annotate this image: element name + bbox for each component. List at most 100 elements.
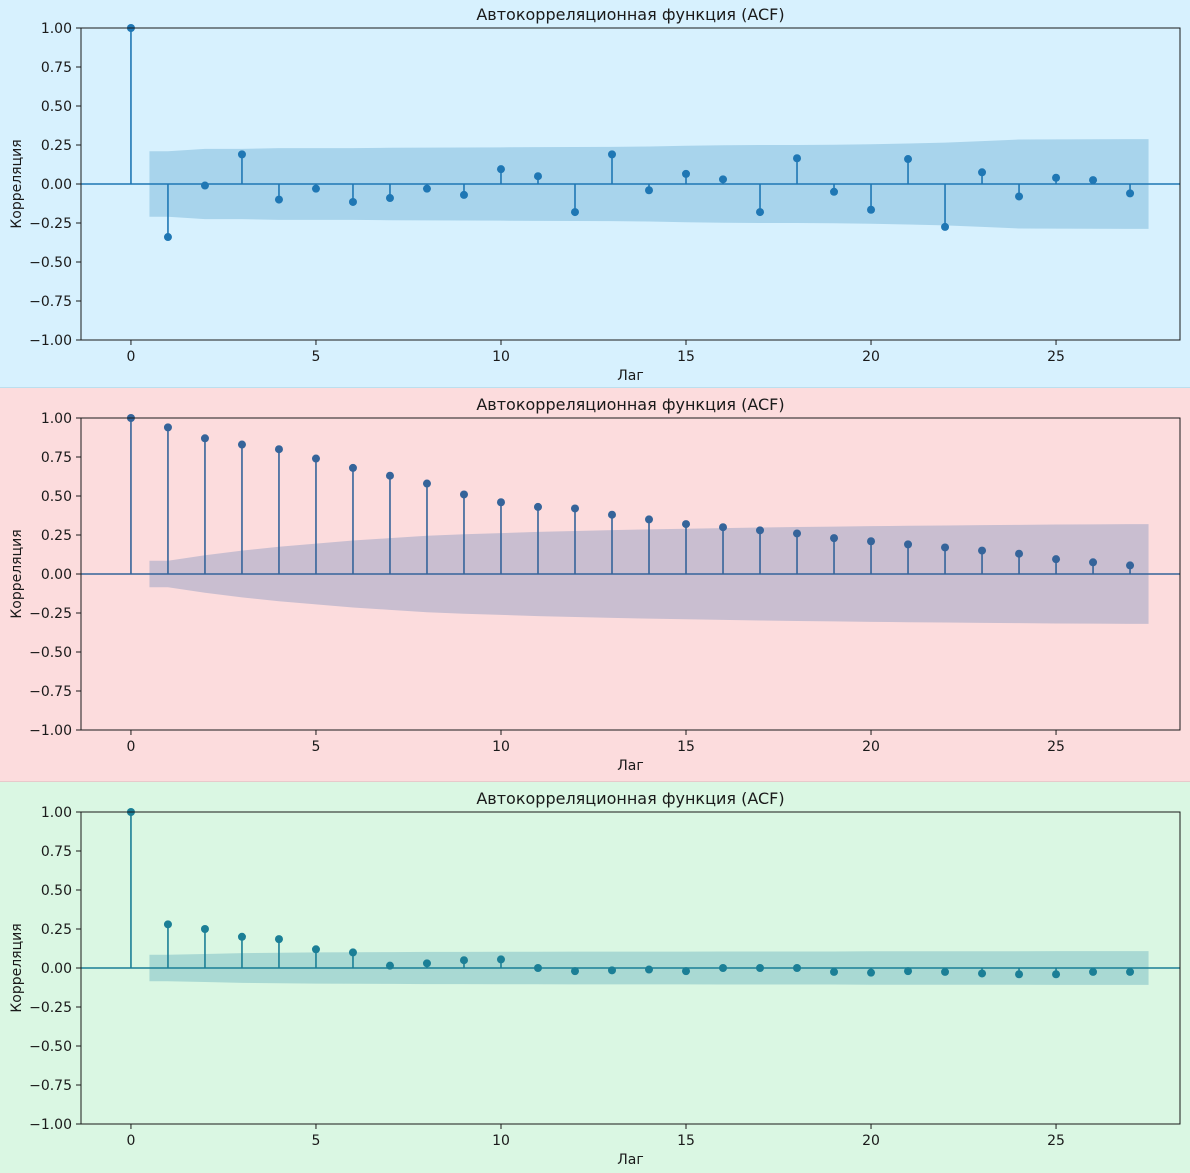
acf-marker (1126, 967, 1135, 976)
y-tick-label: 0.75 (41, 844, 72, 860)
acf-marker (311, 184, 320, 193)
x-tick-label: 20 (862, 739, 880, 755)
x-axis-label: Лаг (617, 1152, 643, 1168)
acf-marker (978, 969, 987, 978)
acf-marker (904, 967, 913, 976)
acf-marker (830, 534, 839, 543)
acf-marker (385, 194, 394, 203)
acf-marker (163, 233, 172, 242)
acf-marker (867, 968, 876, 977)
x-tick-label: 15 (677, 1133, 695, 1149)
acf-marker (645, 186, 654, 195)
acf-marker (422, 479, 431, 488)
acf-marker (200, 434, 209, 443)
y-tick-label: 0.25 (41, 922, 72, 938)
acf-marker (274, 935, 283, 944)
acf-marker (904, 540, 913, 549)
acf-marker (533, 172, 542, 181)
y-tick-label: −0.50 (29, 645, 72, 661)
acf-marker (830, 187, 839, 196)
acf-marker (719, 523, 728, 532)
y-tick-label: 0.00 (41, 961, 72, 977)
x-tick-label: 25 (1047, 349, 1065, 365)
acf-marker (459, 956, 468, 965)
x-tick-label: 0 (126, 349, 135, 365)
y-tick-label: −0.75 (29, 294, 72, 310)
chart-title: Автокорреляционная функция (ACF) (476, 395, 784, 414)
acf-marker (682, 520, 691, 529)
y-tick-label: 0.75 (41, 450, 72, 466)
acf-marker (1015, 549, 1024, 558)
acf-marker (941, 543, 950, 552)
x-axis-label: Лаг (617, 758, 643, 774)
acf-marker (793, 529, 802, 538)
acf-marker (274, 445, 283, 454)
acf-marker (793, 964, 802, 972)
acf-marker (867, 537, 876, 546)
y-tick-label: 1.00 (41, 411, 72, 427)
y-tick-label: 1.00 (41, 805, 72, 821)
acf-marker (533, 964, 542, 972)
acf-marker (496, 165, 505, 174)
acf-chart-svg: −1.00 −0.75 −0.50 −0.25 0.00 0.25 0.50 0.75 1.00… (9, 5, 1181, 384)
acf-marker (1089, 558, 1098, 567)
acf-marker (1126, 189, 1135, 198)
chart-title: Автокорреляционная функция (ACF) (476, 5, 784, 24)
y-tick-label: 1.00 (41, 21, 72, 37)
acf-marker (978, 168, 987, 177)
acf-panel-2: −1.00 −0.75 −0.50 −0.25 0.00 0.25 0.50 0.75 1.00… (0, 388, 1190, 782)
y-tick-label: 0.50 (41, 489, 72, 505)
y-axis-label: Корреляция (9, 923, 25, 1012)
x-tick-label: 15 (677, 739, 695, 755)
acf-marker (978, 546, 987, 555)
acf-chart-svg: −1.00 −0.75 −0.50 −0.25 0.00 0.25 0.50 0.75 1.00… (9, 789, 1181, 1168)
y-tick-label: −1.00 (29, 1117, 72, 1133)
y-tick-label: 0.25 (41, 528, 72, 544)
acf-marker (200, 181, 209, 190)
x-tick-label: 25 (1047, 739, 1065, 755)
acf-marker (1015, 970, 1024, 979)
y-tick-label: −0.75 (29, 684, 72, 700)
y-tick-label: −0.50 (29, 1039, 72, 1055)
acf-marker (570, 967, 579, 976)
y-tick-label: 0.50 (41, 883, 72, 899)
x-tick-label: 15 (677, 349, 695, 365)
acf-marker (385, 471, 394, 480)
acf-marker (1015, 192, 1024, 201)
x-tick-label: 5 (312, 349, 321, 365)
acf-marker (1052, 970, 1061, 979)
acf-marker (645, 965, 654, 974)
acf-marker (348, 948, 357, 957)
x-tick-label: 0 (126, 739, 135, 755)
x-tick-label: 20 (862, 349, 880, 365)
acf-marker (719, 964, 728, 972)
acf-panel-3: −1.00 −0.75 −0.50 −0.25 0.00 0.25 0.50 0.75 1.00… (0, 782, 1190, 1173)
acf-marker (237, 150, 246, 159)
y-tick-label: −0.25 (29, 216, 72, 232)
y-tick-label: −1.00 (29, 723, 72, 739)
acf-marker (607, 510, 616, 519)
acf-marker (941, 222, 950, 231)
acf-marker (645, 515, 654, 524)
acf-marker (570, 504, 579, 513)
x-axis-label: Лаг (617, 368, 643, 384)
x-tick-label: 5 (312, 739, 321, 755)
acf-marker (756, 526, 765, 535)
acf-chart-svg: −1.00 −0.75 −0.50 −0.25 0.00 0.25 0.50 0.75 1.00… (9, 395, 1181, 774)
x-tick-label: 20 (862, 1133, 880, 1149)
acf-marker (1052, 173, 1061, 182)
acf-marker (1126, 561, 1135, 570)
acf-marker (422, 959, 431, 968)
acf-marker (163, 920, 172, 929)
acf-marker (459, 490, 468, 499)
x-tick-label: 0 (126, 1133, 135, 1149)
y-tick-label: −0.25 (29, 606, 72, 622)
acf-marker (533, 502, 542, 511)
x-tick-label: 5 (312, 1133, 321, 1149)
acf-marker (756, 964, 765, 972)
acf-marker (830, 967, 839, 976)
acf-marker (682, 169, 691, 178)
acf-marker (422, 184, 431, 193)
y-tick-label: −0.75 (29, 1078, 72, 1094)
